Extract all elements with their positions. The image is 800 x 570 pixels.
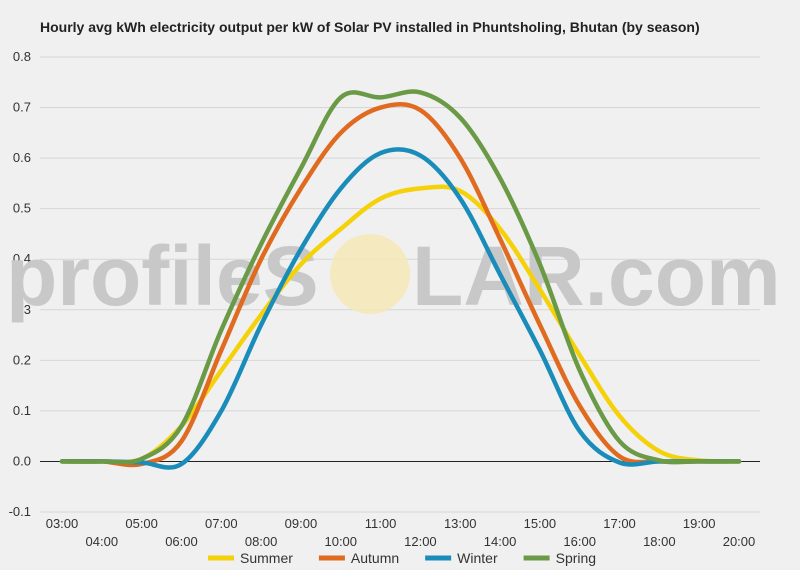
y-tick-label: 0.0 — [13, 453, 31, 468]
y-tick-label: -0.1 — [9, 504, 31, 519]
legend-label-autumn: Autumn — [351, 550, 399, 566]
x-tick-label: 03:00 — [46, 516, 79, 531]
y-axis: 0.8 0.7 0.6 0.5 0.4 0.3 0.2 0.1 0.0 -0.1 — [9, 49, 31, 519]
legend: Summer Autumn Winter Spring — [208, 550, 596, 566]
series-line-winter — [59, 147, 742, 470]
series-line-spring — [59, 89, 742, 465]
x-tick-label: 20:00 — [723, 534, 756, 549]
x-tick-label: 09:00 — [285, 516, 318, 531]
y-tick-label: 0.5 — [13, 201, 31, 216]
sun-logo-icon — [330, 234, 410, 314]
y-tick-label: 0.8 — [13, 49, 31, 64]
x-tick-label: 05:00 — [125, 516, 158, 531]
y-tick-label: 0.2 — [13, 352, 31, 367]
y-tick-label: 0.6 — [13, 150, 31, 165]
watermark: profileS LAR.com — [6, 229, 781, 323]
x-tick-label: 17:00 — [603, 516, 636, 531]
chart-title: Hourly avg kWh electricity output per kW… — [40, 19, 700, 35]
x-axis: 03:00 04:00 05:00 06:00 07:00 08:00 09:00 10:00… — [46, 516, 756, 549]
x-tick-label: 18:00 — [643, 534, 676, 549]
x-tick-label: 06:00 — [165, 534, 198, 549]
x-tick-label: 19:00 — [683, 516, 716, 531]
y-tick-label: 0.3 — [13, 302, 31, 317]
series-line-autumn — [59, 102, 742, 468]
x-tick-label: 15:00 — [524, 516, 557, 531]
y-tick-label: 0.4 — [13, 251, 31, 266]
x-tick-label: 12:00 — [404, 534, 437, 549]
x-tick-label: 14:00 — [484, 534, 517, 549]
series-lines — [59, 89, 742, 470]
y-tick-label: 0.1 — [13, 403, 31, 418]
y-tick-label: 0.7 — [13, 100, 31, 115]
legend-label-summer: Summer — [240, 550, 293, 566]
legend-label-spring: Spring — [556, 550, 596, 566]
x-tick-label: 10:00 — [324, 534, 357, 549]
x-tick-label: 16:00 — [563, 534, 596, 549]
x-tick-label: 11:00 — [365, 516, 397, 531]
x-tick-label: 08:00 — [245, 534, 278, 549]
x-tick-label: 13:00 — [444, 516, 477, 531]
legend-label-winter: Winter — [457, 550, 498, 566]
x-tick-label: 07:00 — [205, 516, 238, 531]
x-tick-label: 04:00 — [86, 534, 119, 549]
watermark-text-right: LAR.com — [412, 229, 781, 323]
